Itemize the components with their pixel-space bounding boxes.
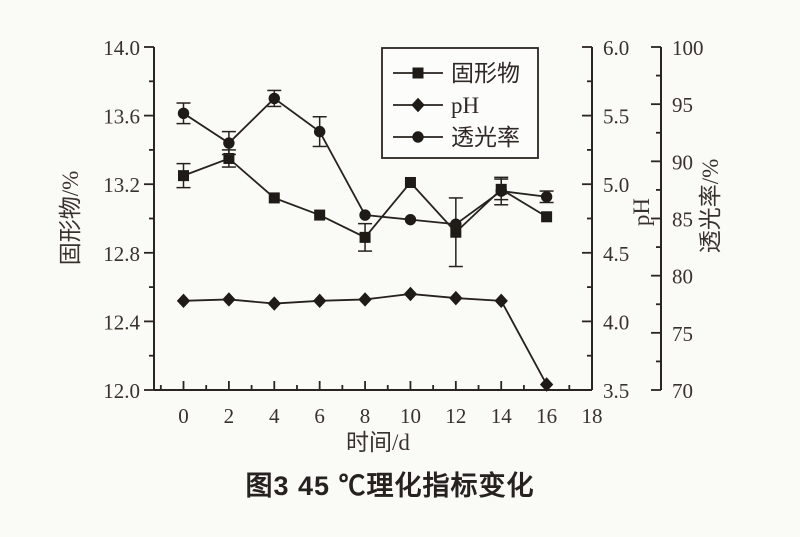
left-axis-tick-label: 12.4: [103, 310, 140, 334]
diamond-marker: [494, 293, 508, 309]
legend-item-ph: pH: [393, 93, 479, 118]
diamond-marker: [358, 292, 372, 307]
diamond-marker: [176, 293, 191, 309]
series-solid-content: [176, 149, 553, 268]
transmittance-axis-tick-label: 80: [672, 265, 693, 289]
left-axis-title: 固形物/%: [58, 171, 83, 266]
x-tick-label: 4: [269, 404, 280, 428]
diamond-marker: [222, 292, 236, 307]
transmittance-axis-tick-label: 70: [672, 379, 693, 403]
square-marker: [268, 192, 280, 204]
x-tick-label: 0: [178, 404, 189, 428]
legend-label: 固形物: [451, 61, 520, 86]
left-axis-tick-label: 13.2: [103, 173, 140, 197]
square-marker: [541, 211, 553, 223]
legend-frame: [381, 47, 539, 159]
transmittance-axis-tick-label: 100: [672, 36, 704, 60]
square-marker: [404, 176, 416, 188]
legend-label: 透光率: [451, 125, 520, 150]
x-tick-label: 2: [224, 404, 235, 428]
circle-marker: [223, 137, 235, 149]
left-axis: 12.0 12.4 12.8 13.2 13.6 14.0 固形物/%: [58, 36, 155, 403]
series-ph: [176, 286, 554, 392]
left-axis-tick-label: 12.8: [103, 242, 140, 266]
diamond-marker: [403, 286, 418, 302]
legend-label: pH: [451, 93, 479, 118]
left-axis-tick-label: 14.0: [103, 36, 140, 60]
ph-axis-title: pH: [629, 198, 654, 226]
transmittance-axis: 70 75 80 85 90 95 100 透光率/%: [651, 36, 723, 403]
circle-marker: [540, 191, 553, 203]
circle-marker: [359, 209, 371, 221]
x-tick-label: 16: [536, 404, 557, 428]
x-tick-label: 14: [491, 404, 513, 428]
legend: 固形物 pH 透光率: [381, 47, 539, 159]
square-marker: [178, 170, 190, 182]
square-marker: [412, 67, 424, 79]
x-axis-title: 时间/d: [346, 430, 410, 455]
series-transmittance: [176, 89, 554, 230]
x-tick-label: 12: [445, 404, 466, 428]
ph-axis-tick-label: 5.5: [603, 105, 629, 129]
circle-marker: [404, 213, 417, 226]
x-tick-label: 6: [314, 404, 325, 428]
figure-caption: 图3 45 ℃理化指标变化: [245, 471, 535, 501]
circle-marker: [450, 218, 462, 230]
square-marker: [359, 231, 371, 243]
ph-axis: 3.5 4.0 4.5 5.0 5.5 6.0 pH: [582, 36, 654, 403]
square-marker: [314, 209, 326, 221]
x-tick-label: 10: [400, 404, 421, 428]
diamond-marker: [539, 377, 554, 392]
transmittance-axis-title: 透光率/%: [698, 159, 723, 254]
transmittance-axis-tick-label: 75: [672, 322, 693, 346]
transmittance-axis-tick-label: 90: [672, 150, 693, 174]
x-tick-label: 18: [582, 404, 603, 428]
ph-axis-tick-label: 6.0: [603, 36, 629, 60]
circle-marker: [313, 125, 326, 138]
legend-item-solid-content: 固形物: [393, 61, 520, 86]
left-axis-tick-label: 12.0: [103, 379, 140, 403]
diamond-marker: [411, 97, 425, 113]
series-ph-line: [183, 293, 548, 385]
transmittance-axis-tick-label: 85: [672, 208, 693, 232]
circle-marker: [268, 92, 280, 105]
ph-axis-tick-label: 4.0: [603, 310, 629, 334]
diamond-marker: [449, 290, 463, 306]
diamond-marker: [267, 296, 281, 311]
x-tick-label: 8: [360, 404, 371, 428]
transmittance-axis-tick-label: 95: [672, 93, 693, 117]
x-axis: 0 2 4 6 8 10 12 14 16 18 时间/d: [154, 381, 603, 455]
circle-marker: [495, 185, 507, 197]
circle-marker: [177, 107, 190, 120]
diamond-marker: [312, 293, 327, 309]
legend-item-transmittance: 透光率: [393, 125, 520, 150]
left-axis-tick-label: 13.6: [103, 105, 140, 129]
ph-axis-tick-label: 3.5: [603, 379, 629, 403]
ph-axis-tick-label: 5.0: [603, 173, 629, 197]
circle-marker: [412, 131, 424, 143]
ph-axis-tick-label: 4.5: [603, 242, 629, 266]
